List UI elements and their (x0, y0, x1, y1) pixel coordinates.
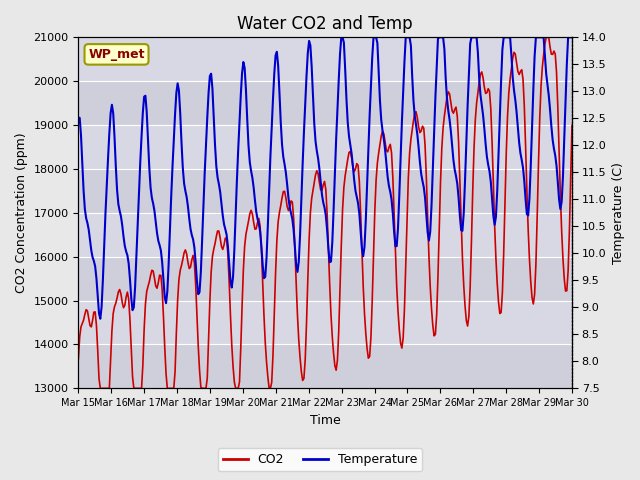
Line: Temperature: Temperature (79, 37, 572, 319)
Temperature (502, 35, 510, 40)
Bar (79, 169, 572, 213)
CO2 (97, 385, 104, 391)
Bar (79, 213, 572, 257)
Y-axis label: CO2 Concentration (ppm): CO2 Concentration (ppm) (15, 132, 28, 293)
Line: CO2: CO2 (79, 37, 572, 388)
CO2 (567, 175, 575, 181)
Temperature (108, 102, 116, 108)
Temperature (337, 35, 345, 40)
CO2 (108, 328, 116, 334)
CO2 (75, 356, 83, 361)
Temperature (330, 208, 337, 214)
Temperature (568, 35, 576, 40)
Bar (79, 125, 572, 169)
Bar (79, 257, 572, 300)
Temperature (97, 316, 104, 322)
CO2 (501, 200, 509, 206)
Legend: CO2, Temperature: CO2, Temperature (218, 448, 422, 471)
Text: WP_met: WP_met (88, 48, 145, 61)
Bar (79, 345, 572, 388)
Bar (79, 81, 572, 125)
Temperature (429, 167, 436, 172)
CO2 (568, 122, 576, 128)
CO2 (542, 35, 550, 40)
Temperature (75, 115, 83, 120)
Bar (79, 37, 572, 81)
Bar (79, 300, 572, 345)
Temperature (567, 35, 575, 40)
Temperature (92, 264, 99, 269)
CO2 (92, 309, 99, 315)
CO2 (330, 350, 337, 356)
Title: Water CO2 and Temp: Water CO2 and Temp (237, 15, 413, 33)
X-axis label: Time: Time (310, 414, 340, 427)
Y-axis label: Temperature (C): Temperature (C) (612, 162, 625, 264)
CO2 (428, 306, 435, 312)
